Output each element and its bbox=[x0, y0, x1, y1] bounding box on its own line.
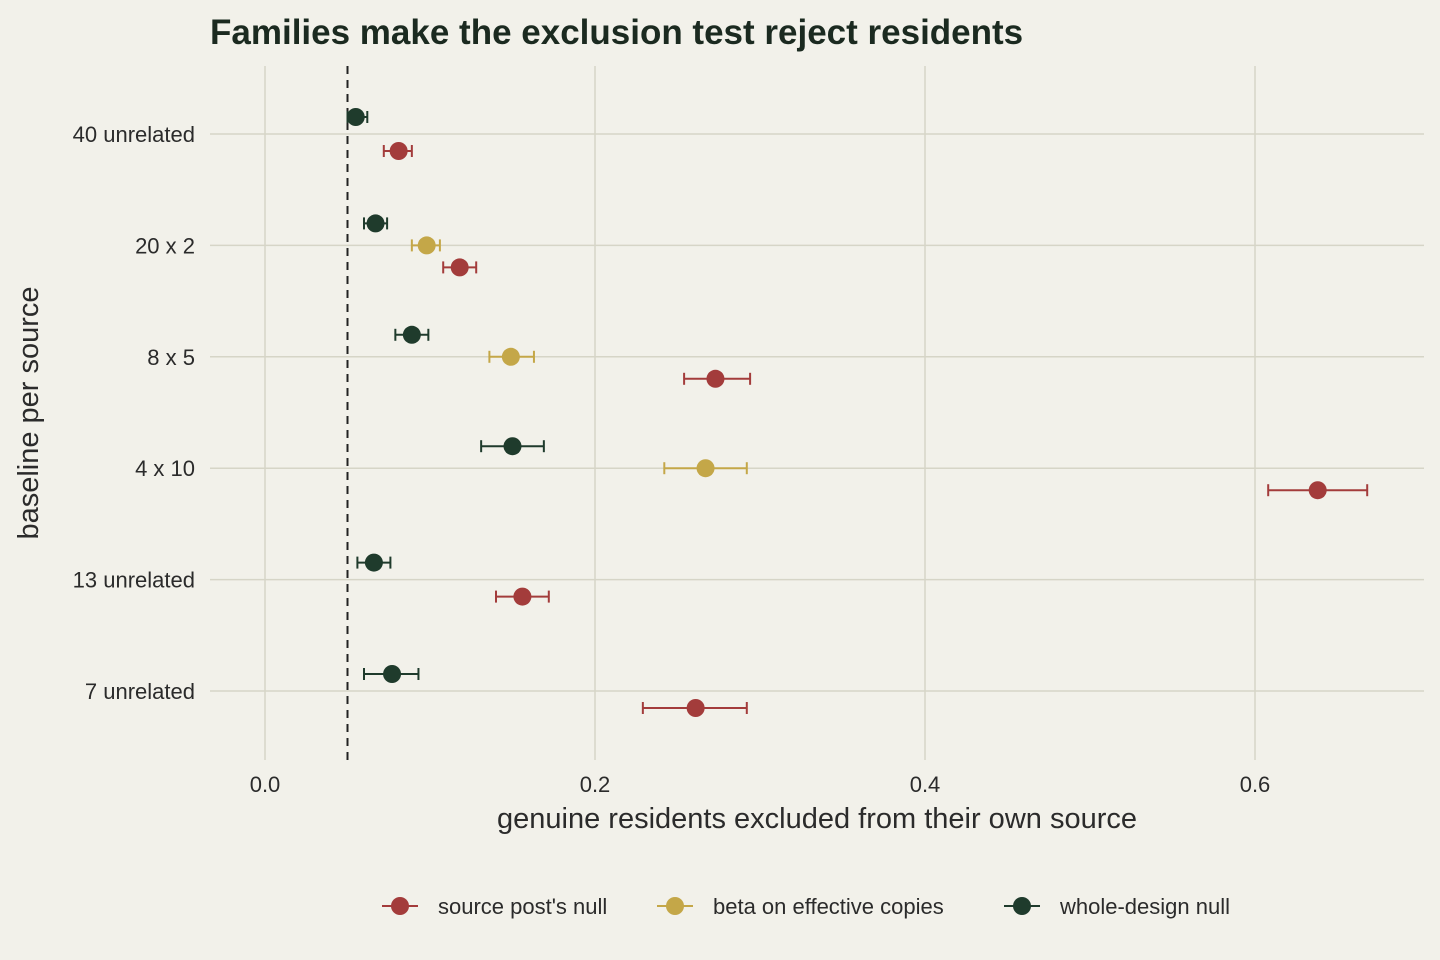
x-axis-ticks: 0.0 0.2 0.4 0.6 bbox=[250, 772, 1271, 797]
data-point-group bbox=[641, 699, 748, 717]
y-tick-label: 40 unrelated bbox=[73, 122, 195, 147]
data-point-group bbox=[346, 108, 369, 126]
legend-item: beta on effective copies bbox=[657, 894, 944, 919]
data-point bbox=[706, 369, 725, 388]
legend-label: beta on effective copies bbox=[713, 894, 944, 919]
data-point-group bbox=[363, 214, 389, 233]
data-point bbox=[1308, 481, 1327, 500]
x-axis-title: genuine residents excluded from their ow… bbox=[497, 803, 1137, 835]
legend-marker bbox=[391, 897, 409, 915]
x-tick-label: 0.0 bbox=[250, 772, 281, 797]
data-point bbox=[389, 142, 408, 160]
data-point bbox=[366, 214, 385, 233]
legend-item: whole-design null bbox=[1004, 894, 1230, 919]
legend-label: whole-design null bbox=[1059, 894, 1230, 919]
data-marks bbox=[346, 108, 1369, 717]
x-tick-label: 0.6 bbox=[1240, 772, 1271, 797]
data-point bbox=[346, 108, 365, 126]
legend-item: source post's null bbox=[382, 894, 607, 919]
data-point bbox=[364, 553, 383, 572]
legend-marker bbox=[666, 897, 684, 915]
y-tick-label: 4 x 10 bbox=[135, 456, 195, 481]
legend-marker bbox=[1013, 897, 1031, 915]
data-point-group bbox=[495, 587, 550, 606]
y-tick-label: 13 unrelated bbox=[73, 568, 195, 593]
data-point-group bbox=[683, 369, 752, 388]
data-point-group bbox=[394, 325, 430, 344]
x-tick-label: 0.4 bbox=[910, 772, 941, 797]
grid-layer bbox=[210, 66, 1424, 760]
data-point bbox=[402, 325, 421, 344]
data-point bbox=[383, 665, 402, 683]
data-point-group bbox=[663, 459, 748, 478]
y-tick-label: 8 x 5 bbox=[147, 345, 195, 370]
data-point-group bbox=[442, 258, 478, 277]
y-axis-ticks: 40 unrelated 20 x 2 8 x 5 4 x 10 13 unrelate… bbox=[73, 122, 195, 704]
data-point bbox=[503, 437, 522, 456]
legend-label: source post's null bbox=[438, 894, 607, 919]
data-point-group bbox=[356, 553, 392, 572]
data-point bbox=[501, 347, 520, 366]
y-tick-label: 20 x 2 bbox=[135, 233, 195, 258]
data-point bbox=[513, 587, 532, 606]
chart-title: Families make the exclusion test reject … bbox=[210, 13, 1023, 52]
legend: source post's null beta on effective copi… bbox=[382, 894, 1230, 919]
data-point-group bbox=[363, 665, 420, 683]
data-point bbox=[696, 459, 715, 478]
data-point-group bbox=[382, 142, 413, 160]
data-point bbox=[686, 699, 705, 717]
data-point bbox=[417, 236, 436, 255]
data-point-group bbox=[410, 236, 441, 255]
data-point-group bbox=[488, 347, 535, 366]
x-tick-label: 0.2 bbox=[580, 772, 611, 797]
y-axis-title: baseline per source bbox=[13, 286, 45, 539]
data-point bbox=[450, 258, 469, 277]
data-point-group bbox=[1267, 481, 1369, 500]
y-tick-label: 7 unrelated bbox=[85, 679, 195, 704]
data-point-group bbox=[480, 437, 545, 456]
